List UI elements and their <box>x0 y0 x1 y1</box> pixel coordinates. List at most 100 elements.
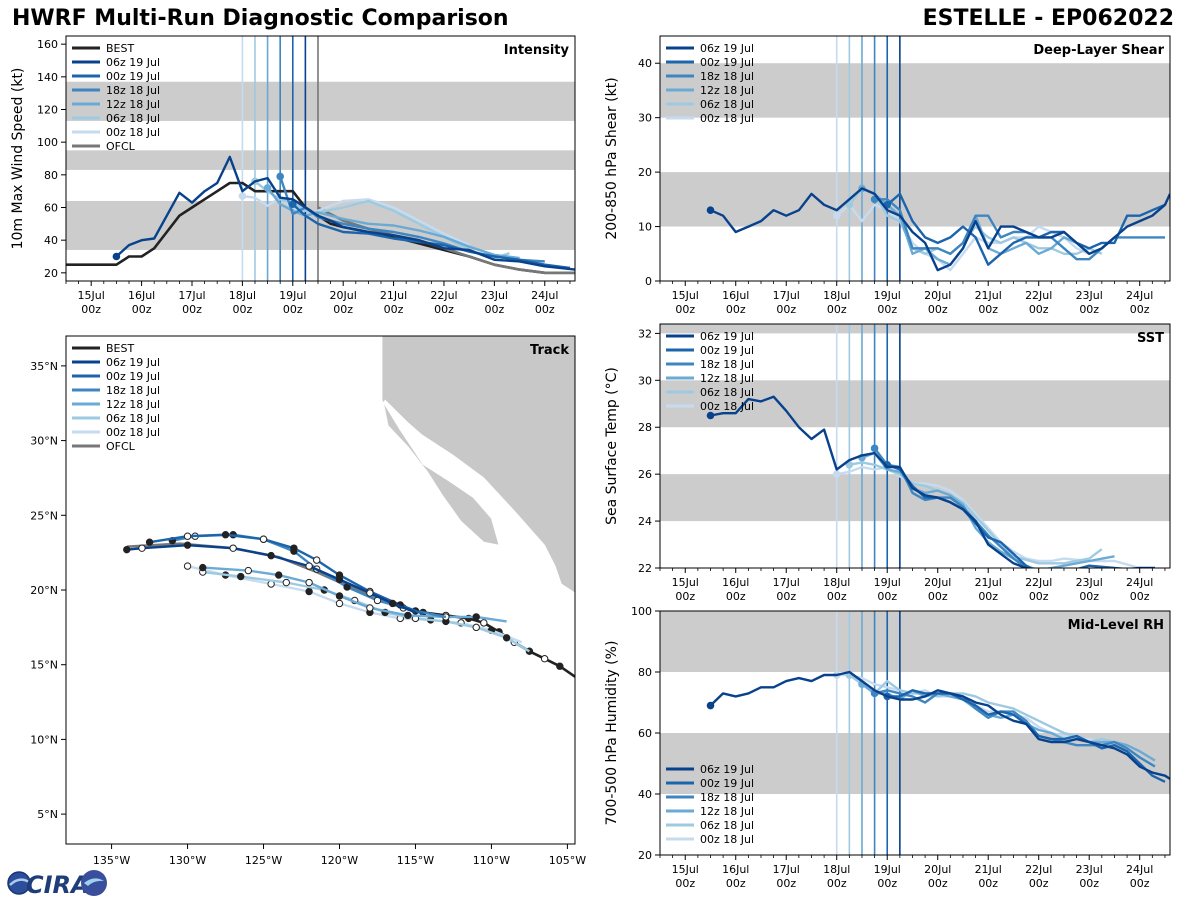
x-tick-label: 00z <box>675 303 695 316</box>
series-line <box>115 155 575 271</box>
y-tick-label: 20 <box>44 267 58 280</box>
y-tick-label: 30 <box>638 374 652 387</box>
x-tick-label: 15Jul <box>672 289 699 302</box>
x-tick-label: 00z <box>384 303 404 316</box>
track-point <box>199 563 207 572</box>
track-point <box>305 562 313 570</box>
series-line <box>291 203 571 270</box>
init-marker <box>832 211 841 220</box>
init-marker <box>276 172 284 181</box>
legend-label: 18z 18 Jul <box>700 70 754 83</box>
x-tick-label: 19Jul <box>279 289 306 302</box>
x-tick-label: 00z <box>333 303 353 316</box>
x-tick-label: 00z <box>434 303 454 316</box>
x-tick-label: 00z <box>776 877 796 890</box>
legend-label: OFCL <box>106 440 136 453</box>
track-point <box>282 578 291 587</box>
y-tick-label: 20 <box>638 166 652 179</box>
legend-label: 06z 18 Jul <box>700 819 754 832</box>
y-axis-label: 700-500 hPa Humidity (%) <box>604 641 620 826</box>
logo-bird-icon <box>84 878 104 886</box>
y-tick-label: 10°N <box>30 733 58 746</box>
legend-label: 00z 19 Jul <box>700 344 754 357</box>
y-tick-label: 20 <box>638 849 652 862</box>
x-tick-label: 23Jul <box>1076 863 1103 876</box>
shaded-band <box>66 150 575 170</box>
x-tick-label: 00z <box>928 303 948 316</box>
y-tick-label: 10 <box>638 221 652 234</box>
figure-title: HWRF Multi-Run Diagnostic Comparison <box>12 6 509 31</box>
init-marker <box>263 184 272 192</box>
legend-label: 00z 18 Jul <box>700 400 754 413</box>
track-line <box>202 566 507 623</box>
y-tick-label: 24 <box>638 515 652 528</box>
legend-label: 00z 19 Jul <box>106 370 160 383</box>
legend-label: 06z 19 Jul <box>700 42 754 55</box>
x-tick-label: 23Jul <box>481 289 508 302</box>
x-tick-label: 16Jul <box>722 863 749 876</box>
series-line <box>835 203 1090 272</box>
x-tick-label: 00z <box>675 590 695 603</box>
x-tick-label: 19Jul <box>874 289 901 302</box>
track-point <box>305 578 313 587</box>
y-tick-label: 25°N <box>30 509 58 522</box>
shaded-band <box>660 733 1170 794</box>
y-tick-label: 5°N <box>37 808 58 821</box>
series-line <box>242 194 470 247</box>
x-tick-label: 15Jul <box>672 863 699 876</box>
y-tick-label: 22 <box>638 562 652 575</box>
x-tick-label: 00z <box>675 877 695 890</box>
x-tick-label: 18Jul <box>823 576 850 589</box>
x-tick-label: 00z <box>1029 877 1049 890</box>
x-tick-label: 18Jul <box>229 289 256 302</box>
y-tick-label: 160 <box>37 38 58 51</box>
x-tick-label: 21Jul <box>380 289 407 302</box>
legend-label: 00z 19 Jul <box>106 70 160 83</box>
y-tick-label: 28 <box>638 421 652 434</box>
y-tick-label: 40 <box>638 57 652 70</box>
series-line <box>254 180 510 260</box>
panel-title: Track <box>530 343 569 358</box>
storm-name: ESTELLE - EP062022 <box>922 6 1174 31</box>
init-marker <box>112 252 121 261</box>
x-tick-label: 00z <box>877 590 897 603</box>
best-track-line <box>66 181 575 275</box>
x-tick-label: 110°W <box>473 854 510 867</box>
x-tick-label: 16Jul <box>722 576 749 589</box>
x-tick-label: 24Jul <box>1126 289 1153 302</box>
legend-label: 06z 18 Jul <box>700 386 754 399</box>
panel-title: SST <box>1137 331 1164 346</box>
x-tick-label: 00z <box>1130 877 1150 890</box>
y-tick-label: 30°N <box>30 435 58 448</box>
x-tick-label: 17Jul <box>178 289 205 302</box>
init-marker <box>288 200 297 209</box>
land-mass <box>381 336 575 594</box>
legend-label: 06z 19 Jul <box>700 763 754 776</box>
shaded-band <box>660 324 1170 334</box>
y-tick-label: 26 <box>638 468 652 481</box>
y-tick-label: 20°N <box>30 584 58 597</box>
intensity-frame <box>65 35 576 282</box>
init-marker <box>832 470 841 478</box>
shaded-band <box>660 172 1170 227</box>
x-tick-label: 00z <box>827 303 847 316</box>
x-tick-label: 135°W <box>93 854 130 867</box>
track-point <box>183 532 192 540</box>
x-tick-label: 00z <box>978 590 998 603</box>
series-line <box>709 670 1170 780</box>
x-tick-label: 21Jul <box>975 576 1002 589</box>
x-tick-label: 16Jul <box>128 289 155 302</box>
shaded-band <box>66 81 575 121</box>
y-axis-label: 200-850 hPa Shear (kt) <box>604 77 620 239</box>
y-tick-label: 140 <box>37 71 58 84</box>
x-tick-label: 23Jul <box>1076 576 1103 589</box>
x-tick-label: 130°W <box>169 854 206 867</box>
x-tick-label: 00z <box>1079 303 1099 316</box>
logo-badge-icon <box>81 870 107 896</box>
legend-label: 18z 18 Jul <box>700 358 754 371</box>
track-plot-area <box>123 336 575 678</box>
x-tick-label: 17Jul <box>773 289 800 302</box>
legend-label: BEST <box>106 42 134 55</box>
best-track-point <box>540 655 549 663</box>
